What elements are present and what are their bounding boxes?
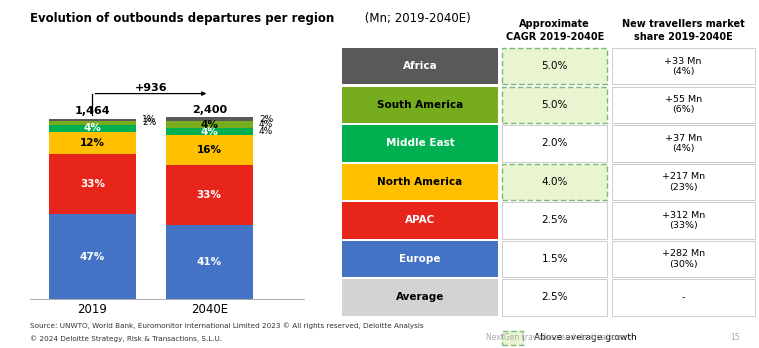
Bar [612, 87, 754, 123]
Text: 4%: 4% [259, 127, 273, 136]
Bar [342, 241, 498, 277]
Bar [612, 202, 754, 239]
Text: -: - [682, 293, 685, 302]
Text: NextGen travellers and destinations: NextGen travellers and destinations [486, 333, 625, 342]
Text: APAC: APAC [405, 215, 435, 226]
Text: +936: +936 [134, 83, 167, 93]
Text: New travellers market
share 2019-2040E: New travellers market share 2019-2040E [622, 19, 745, 41]
Bar [612, 279, 754, 316]
Text: 2,400: 2,400 [191, 104, 227, 114]
Bar [165, 128, 253, 135]
Bar [612, 125, 754, 161]
Bar [502, 125, 607, 161]
Bar [502, 241, 607, 277]
Bar [49, 214, 136, 299]
Bar [49, 125, 136, 132]
Text: Europe: Europe [399, 254, 441, 264]
Text: 4.0%: 4.0% [541, 177, 568, 187]
Bar [342, 48, 498, 85]
Text: +33 Mn
(4%): +33 Mn (4%) [664, 56, 702, 76]
Text: 2.5%: 2.5% [541, 292, 568, 302]
Bar [342, 279, 498, 316]
Text: +37 Mn
(4%): +37 Mn (4%) [665, 134, 702, 153]
Bar [612, 241, 754, 277]
Text: 16%: 16% [197, 145, 222, 155]
Bar [502, 202, 607, 239]
Text: North America: North America [377, 177, 462, 187]
Text: 12%: 12% [80, 138, 105, 148]
Text: © 2024 Deloitte Strategy, Risk & Transactions, S.L.U.: © 2024 Deloitte Strategy, Risk & Transac… [30, 335, 222, 342]
Text: 41%: 41% [197, 257, 222, 267]
Text: 2%: 2% [259, 114, 273, 124]
Bar [165, 135, 253, 165]
Text: Approximate
CAGR 2019-2040E: Approximate CAGR 2019-2040E [505, 19, 604, 41]
Text: 33%: 33% [80, 179, 105, 189]
Text: 5.0%: 5.0% [541, 100, 568, 110]
Text: 2.0%: 2.0% [541, 138, 568, 148]
Text: 2.5%: 2.5% [541, 215, 568, 226]
Text: South America: South America [376, 100, 463, 110]
Bar [342, 164, 498, 200]
Bar [612, 48, 754, 85]
Text: Africa: Africa [402, 61, 437, 71]
Bar [502, 331, 523, 345]
Bar [49, 132, 136, 154]
Bar [612, 164, 754, 200]
Text: Middle East: Middle East [386, 138, 455, 148]
Text: Average: Average [395, 292, 444, 302]
Bar [165, 165, 253, 225]
Text: Above average growth: Above average growth [534, 333, 636, 342]
Text: 4%: 4% [259, 120, 273, 129]
Bar [502, 279, 607, 316]
Text: 5.0%: 5.0% [541, 61, 568, 71]
Bar [165, 225, 253, 299]
Text: 47%: 47% [80, 252, 105, 261]
Bar [165, 117, 253, 121]
Text: 1.5%: 1.5% [541, 254, 568, 264]
Text: 4%: 4% [200, 119, 218, 129]
Text: 4%: 4% [200, 127, 218, 137]
Text: 4%: 4% [83, 123, 102, 133]
Bar [165, 121, 253, 128]
Text: 2%: 2% [142, 118, 156, 127]
Text: Evolution of outbounds departures per region: Evolution of outbounds departures per re… [30, 12, 335, 25]
Text: +312 Mn
(33%): +312 Mn (33%) [662, 211, 705, 230]
Bar [502, 48, 607, 85]
Text: +217 Mn
(23%): +217 Mn (23%) [662, 172, 705, 191]
Text: +55 Mn
(6%): +55 Mn (6%) [665, 95, 702, 114]
Text: 1,464: 1,464 [74, 106, 110, 116]
Text: +282 Mn
(30%): +282 Mn (30%) [662, 249, 705, 269]
Bar [342, 202, 498, 239]
Text: 1%: 1% [142, 116, 156, 125]
Text: 15: 15 [730, 333, 740, 342]
Text: 33%: 33% [197, 190, 222, 200]
Bar [49, 121, 136, 125]
Bar [49, 154, 136, 214]
Text: Source: UNWTO, World Bank, Euromonitor International Limited 2023 © All rights r: Source: UNWTO, World Bank, Euromonitor I… [30, 322, 424, 329]
Bar [502, 87, 607, 123]
Bar [49, 119, 136, 121]
Bar [502, 164, 607, 200]
Bar [342, 87, 498, 123]
Text: (Mn; 2019-2040E): (Mn; 2019-2040E) [361, 12, 471, 25]
Bar [342, 125, 498, 161]
